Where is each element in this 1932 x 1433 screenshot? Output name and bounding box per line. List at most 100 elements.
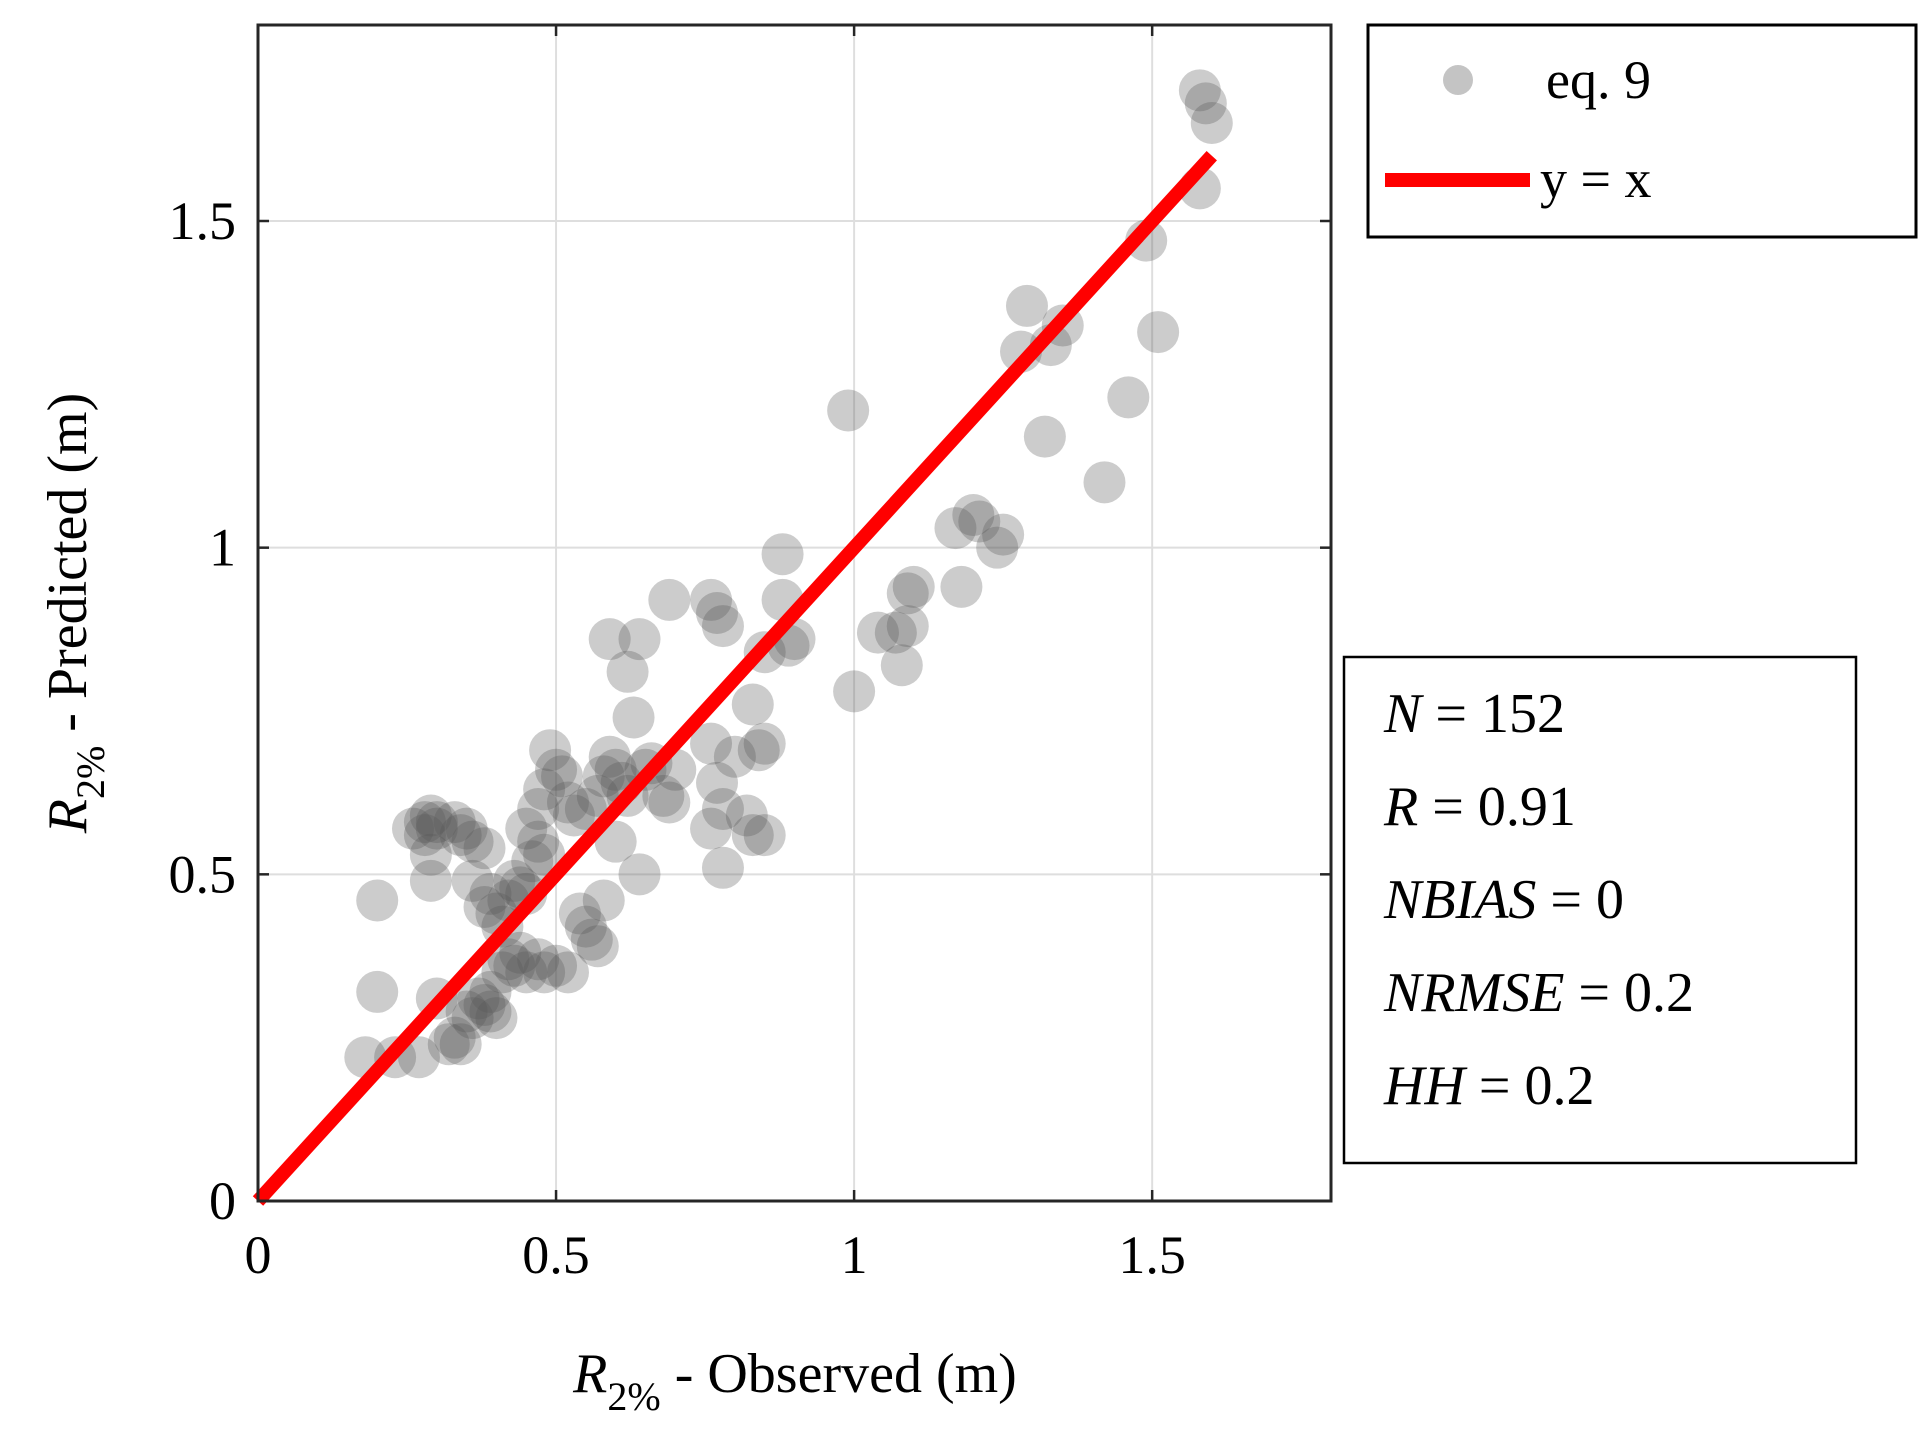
data-point-105: [874, 611, 917, 654]
data-point-86: [696, 761, 739, 804]
stats-box: N = 152 R = 0.91 NBIAS = 0 NRMSE = 0.2 H…: [1342, 655, 1858, 1165]
data-point-64: [576, 774, 619, 817]
legend-label-eq9: eq. 9: [1546, 50, 1651, 110]
data-point-21: [439, 1023, 482, 1066]
data-point-13: [433, 801, 476, 844]
data-point-77: [618, 853, 661, 896]
data-point-8: [415, 801, 458, 844]
data-point-17: [463, 827, 506, 870]
data-point-52: [523, 768, 566, 811]
data-point-4: [356, 970, 399, 1013]
data-point-9: [403, 814, 446, 857]
x-axis-title: R2% - Observed (m): [572, 1343, 1017, 1419]
data-point-26: [469, 990, 512, 1033]
data-point-22: [445, 990, 488, 1033]
data-point-29: [481, 951, 524, 994]
data-point-109: [892, 565, 935, 608]
data-point-128: [1190, 102, 1233, 144]
data-point-59: [564, 905, 607, 948]
data-point-90: [713, 735, 756, 778]
data-point-88: [690, 807, 733, 850]
axis-ticks: [256, 25, 1331, 1203]
y-tick-label-0: 0: [209, 1171, 236, 1231]
data-point-6: [403, 801, 446, 844]
data-point-96: [731, 683, 774, 726]
data-point-72: [606, 650, 649, 693]
data-point-112: [958, 500, 1001, 543]
data-point-85: [690, 722, 733, 765]
data-point-63: [564, 788, 607, 830]
data-point-78: [642, 774, 685, 817]
legend: eq. 9 y = x: [1366, 23, 1918, 239]
data-point-23: [451, 997, 494, 1040]
data-point-61: [576, 925, 619, 968]
identity-line: [252, 150, 1217, 1206]
data-point-103: [827, 389, 870, 432]
data-point-87: [701, 788, 744, 830]
data-point-14: [439, 814, 482, 857]
data-point-94: [743, 722, 786, 765]
x-tick-labels: 0 0.5 1 1.5: [245, 1225, 1186, 1285]
data-point-12: [415, 807, 458, 850]
stat-n: N = 152: [1383, 683, 1565, 745]
x-tick-label-2: 1: [841, 1225, 868, 1285]
data-point-11: [409, 859, 452, 902]
data-point-126: [1178, 69, 1221, 112]
data-point-114: [976, 526, 1019, 569]
data-point-28: [475, 997, 518, 1040]
data-point-58: [558, 892, 601, 935]
stat-nrmse: NRMSE = 0.2: [1383, 962, 1694, 1024]
data-point-30: [487, 938, 530, 981]
data-point-67: [594, 748, 637, 791]
stats-frame: [1342, 655, 1858, 1165]
data-point-89: [701, 846, 744, 889]
data-point-35: [523, 951, 566, 994]
data-point-117: [1005, 284, 1048, 327]
data-point-74: [612, 696, 655, 739]
data-point-102: [833, 670, 876, 713]
data-point-55: [541, 755, 584, 798]
data-point-124: [1137, 311, 1180, 354]
data-point-106: [880, 644, 923, 687]
data-point-34: [517, 938, 560, 981]
data-point-70: [594, 820, 637, 863]
data-point-111: [952, 494, 995, 536]
data-point-127: [1184, 82, 1227, 125]
data-point-113: [940, 565, 983, 608]
data-point-51: [517, 788, 560, 830]
data-point-81: [648, 578, 691, 621]
data-point-44: [493, 859, 536, 902]
data-point-24: [457, 977, 500, 1020]
data-point-122: [1107, 376, 1150, 419]
data-point-31: [493, 944, 536, 987]
legend-label-identity: y = x: [1540, 149, 1651, 209]
data-point-91: [725, 794, 768, 837]
data-point-36: [535, 944, 578, 987]
legend-marker-eq9: [1443, 65, 1473, 95]
stat-hh: HH = 0.2: [1383, 1055, 1594, 1117]
data-point-3: [356, 879, 399, 922]
data-point-32: [499, 931, 542, 974]
data-point-39: [463, 886, 506, 928]
data-point-48: [517, 820, 560, 863]
data-point-53: [529, 729, 572, 772]
x-tick-label-0: 0: [245, 1225, 272, 1285]
data-point-33: [505, 951, 548, 994]
stat-r: R = 0.91: [1383, 776, 1576, 838]
legend-box: [1366, 23, 1918, 239]
data-point-57: [552, 794, 595, 837]
data-point-10: [409, 833, 452, 876]
data-point-2: [397, 1036, 440, 1079]
data-point-19: [427, 1023, 470, 1066]
data-point-47: [511, 840, 554, 883]
data-point-84: [701, 605, 744, 648]
data-point-118: [1023, 415, 1066, 458]
data-point-27: [469, 970, 512, 1013]
data-point-110: [934, 507, 977, 550]
data-point-15: [445, 807, 488, 850]
data-point-121: [1083, 461, 1126, 504]
data-point-98: [761, 533, 804, 576]
data-point-104: [856, 611, 899, 654]
data-point-7: [409, 794, 452, 837]
